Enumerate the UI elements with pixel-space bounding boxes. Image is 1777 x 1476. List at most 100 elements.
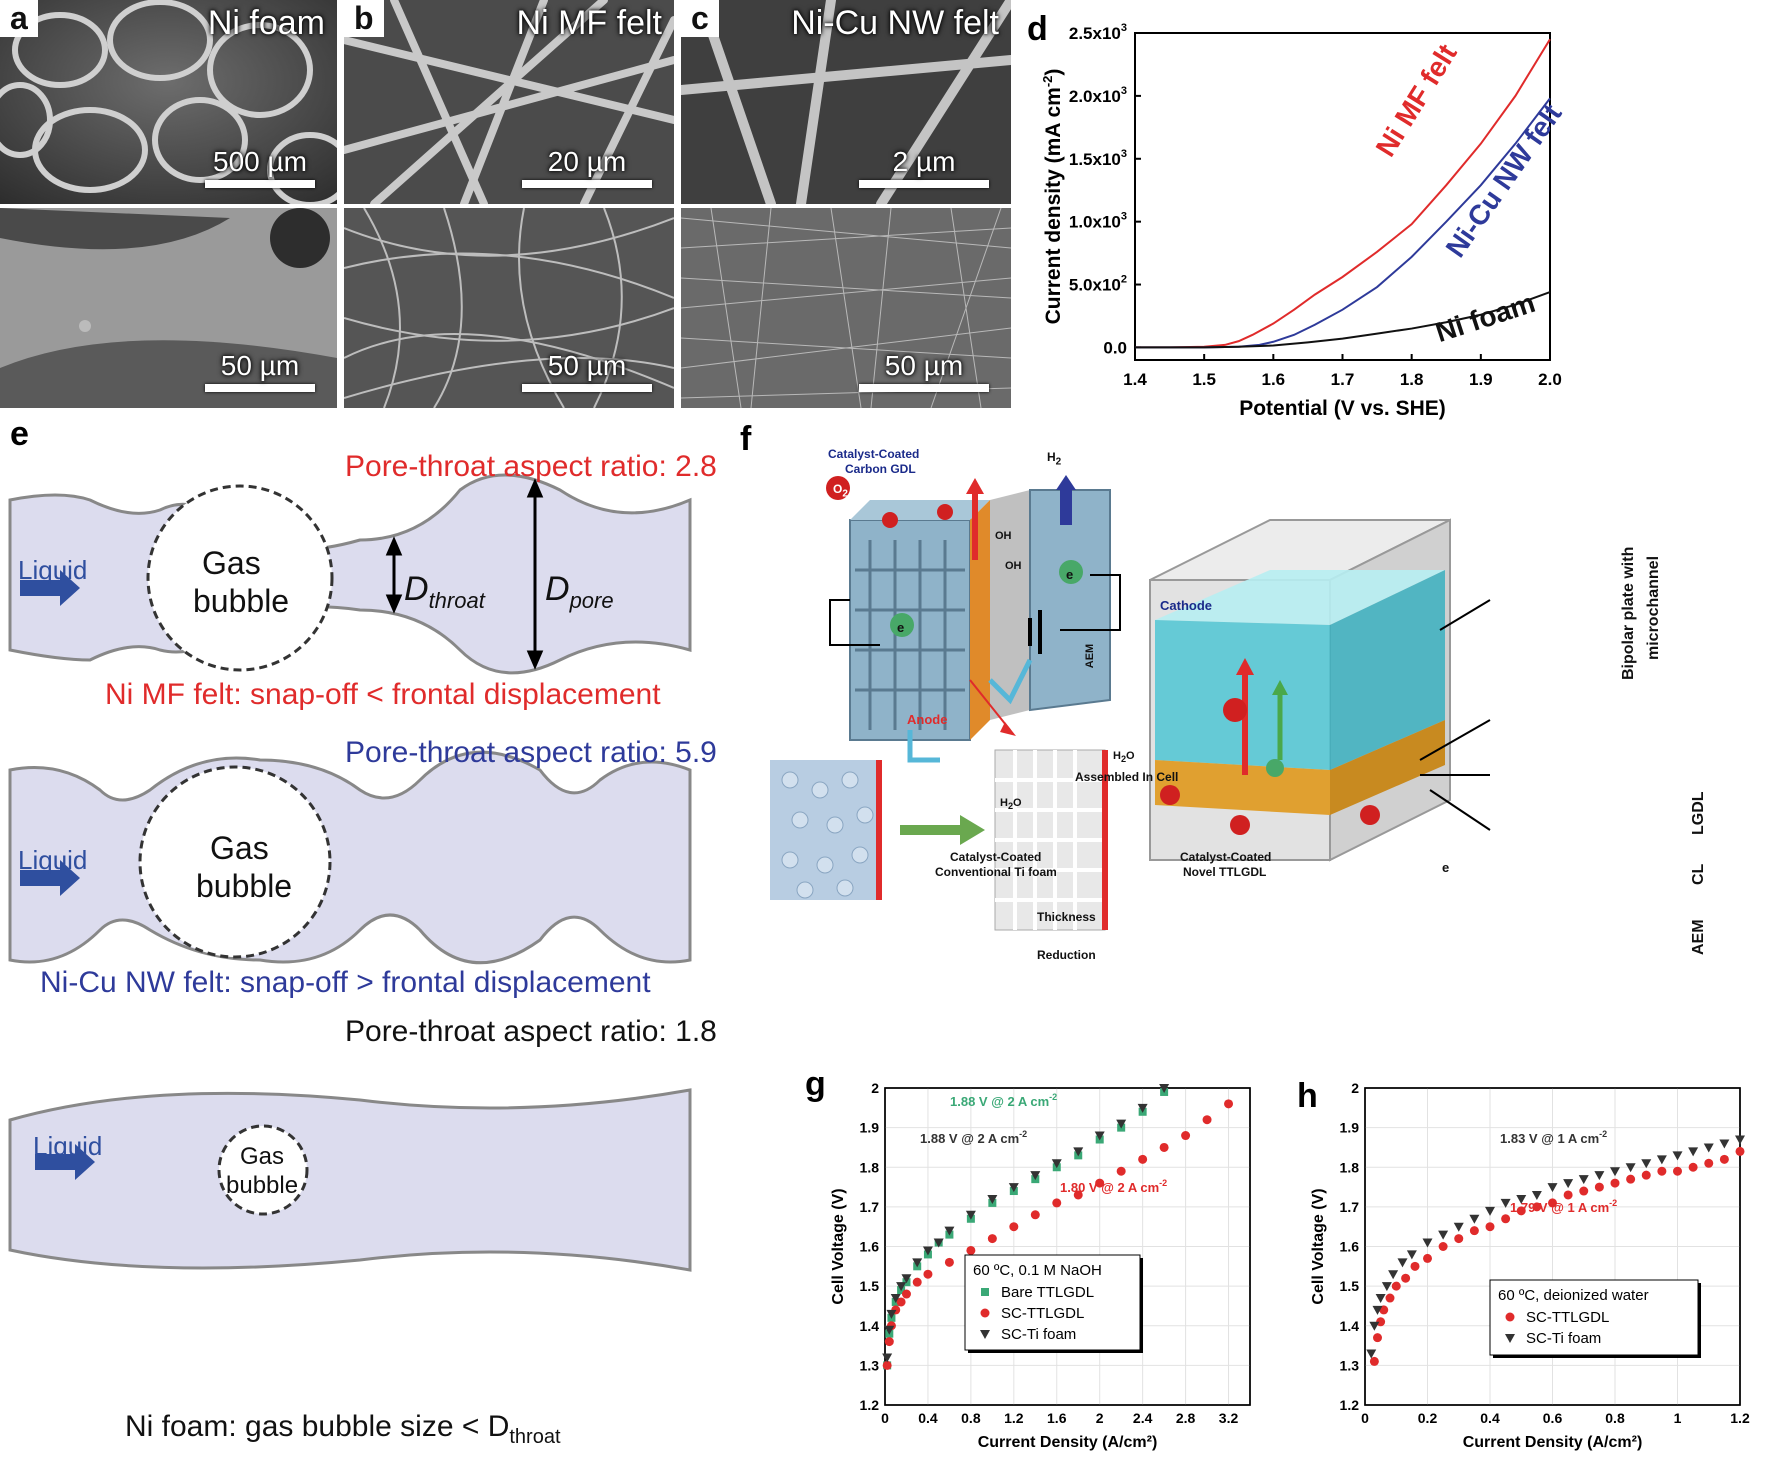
ccgdl-label-2: Carbon GDL xyxy=(845,462,916,476)
x-tick-label: 1.2 xyxy=(1004,1410,1024,1426)
lgdl-label: LGDL xyxy=(1690,791,1707,835)
marker-circle xyxy=(1138,1154,1148,1164)
novel-label-1: Catalyst-Coated xyxy=(1180,850,1272,864)
marker-triangle xyxy=(1137,1103,1148,1113)
marker-circle xyxy=(1704,1158,1714,1168)
bubble-label-row1-l2: bubble xyxy=(193,583,290,619)
y-tick-label: 1.6 xyxy=(860,1239,880,1255)
marker-triangle xyxy=(884,1325,895,1335)
y-axis-label: Cell Voltage (V) xyxy=(1310,1188,1327,1304)
marker-circle xyxy=(1563,1190,1573,1200)
marker-triangle xyxy=(1610,1167,1620,1177)
x-tick-label: 1.8 xyxy=(1400,370,1424,389)
d-throat-label: Dthroat xyxy=(404,570,485,614)
legend-title: 60 ºC, deionized water xyxy=(1498,1287,1649,1304)
plot-border xyxy=(884,1087,1251,1406)
marker-triangle xyxy=(1531,1190,1542,1200)
series-label: Ni foam xyxy=(1432,287,1539,348)
y-tick-exponent: 3 xyxy=(1121,22,1127,34)
marker-triangle xyxy=(1688,1147,1699,1157)
marker-circle xyxy=(1454,1234,1464,1244)
marker-circle xyxy=(1688,1162,1698,1172)
legend-entry: SC-Ti foam xyxy=(1526,1330,1601,1347)
legend-entry: SC-TTLGDL xyxy=(1001,1305,1084,1322)
liquid-label-row3: Liquid xyxy=(33,1131,103,1161)
x-tick-label: 1.4 xyxy=(1123,370,1147,389)
electron-label-1: e xyxy=(1066,567,1074,582)
x-axis-label: Potential (V vs. SHE) xyxy=(1239,397,1446,420)
sem-c-title: Ni-Cu NW felt xyxy=(791,4,999,42)
y-tick-label: 1.8 xyxy=(860,1159,880,1175)
marker-circle xyxy=(1159,1142,1169,1152)
caption-row3-text: Ni foam: gas bubble size < D xyxy=(125,1410,510,1443)
electron-label-2: e xyxy=(897,620,905,635)
y-tick-label: 1.0x103 xyxy=(1069,211,1127,232)
panel-label-d: d xyxy=(1027,10,1048,48)
x-tick-label: 1.6 xyxy=(1047,1410,1067,1426)
marker-triangle xyxy=(1073,1147,1084,1157)
x-tick-label: 2 xyxy=(1096,1410,1104,1426)
marker-circle xyxy=(1501,1214,1511,1224)
marker-circle xyxy=(1401,1273,1411,1283)
ratio-row2: Pore-throat aspect ratio: 5.9 xyxy=(345,736,717,769)
marker-circle xyxy=(882,1360,892,1370)
d-pore-d: D xyxy=(545,570,570,608)
marker-circle xyxy=(1224,1099,1234,1109)
o2-label: O2 xyxy=(833,482,848,499)
panel-label-a: a xyxy=(0,0,38,37)
panel-label-f: f xyxy=(740,420,752,458)
chart-g-polarization: 0 0.4 0.8 1.2 1.6 2 2.4 2.8 3.2 1.2 1.3 1.4 1.5 1.6 1.… xyxy=(830,1080,1251,1451)
marker-circle xyxy=(1469,1226,1479,1236)
marker-triangle xyxy=(1625,1163,1636,1173)
marker-triangle xyxy=(1500,1198,1511,1208)
marker-triangle xyxy=(912,1258,923,1268)
caption-row3: Ni foam: gas bubble size < Dthroat xyxy=(125,1410,561,1449)
assembled-label: Assembled In Cell xyxy=(1075,770,1179,784)
y-tick-label: 1.9 xyxy=(1340,1120,1360,1136)
marker-triangle xyxy=(933,1238,944,1248)
marker-circle xyxy=(912,1277,922,1287)
x-tick-label: 1 xyxy=(1674,1410,1682,1426)
marker-triangle xyxy=(886,1309,897,1319)
marker-circle xyxy=(1485,1222,1495,1232)
y-tick-label: 2 xyxy=(871,1080,879,1096)
marker-triangle xyxy=(1735,1135,1745,1145)
marker-triangle xyxy=(1656,1155,1667,1165)
annotation-exponent: -2 xyxy=(1159,1178,1167,1188)
y-axis-close: ) xyxy=(1042,69,1065,76)
sem-b-top: b Ni MF felt 20 µm xyxy=(344,0,674,204)
ni-foam-sem-image xyxy=(0,0,337,204)
marker-circle xyxy=(1410,1261,1420,1271)
scalebar-b-top: 20 µm xyxy=(522,146,652,188)
legend-marker-triangle xyxy=(1505,1334,1515,1343)
scalebar-a-bottom-label: 50 µm xyxy=(220,350,300,381)
marker-circle xyxy=(1073,1190,1083,1200)
marker-triangle xyxy=(965,1210,976,1220)
marker-triangle xyxy=(1366,1349,1377,1359)
d-throat-sub: throat xyxy=(428,587,485,613)
marker-circle xyxy=(1673,1166,1682,1176)
y-tick-label: 1.5 xyxy=(860,1278,880,1294)
scalebar-b-bottom-label: 50 µm xyxy=(547,350,627,381)
ni-foam-zoom-image xyxy=(0,208,337,408)
series-line-ni-mf-felt xyxy=(1135,38,1551,349)
legend-box xyxy=(964,1254,1141,1351)
panel-label-e: e xyxy=(10,415,29,453)
marker-triangle xyxy=(1030,1171,1041,1181)
annotation-label: 1.79 V @ 1 A cm-2 xyxy=(1510,1198,1617,1215)
marker-circle xyxy=(1376,1317,1386,1327)
ni-mf-felt-sem-image xyxy=(344,0,674,204)
ni-cu-nw-felt-zoom-image xyxy=(681,208,1011,408)
cl-label: CL xyxy=(1690,863,1707,885)
h2-label-main: H xyxy=(1047,450,1056,464)
y-tick-label: 1.4 xyxy=(860,1318,880,1334)
scalebar-a-top: 500 µm xyxy=(205,146,315,188)
marker-triangle xyxy=(896,1282,907,1292)
h2-label: H2 xyxy=(1047,450,1061,467)
x-tick-label: 2.0 xyxy=(1538,370,1562,389)
marker-circle xyxy=(923,1269,933,1279)
y-tick-label: 1.9 xyxy=(860,1120,880,1136)
bubble-label-row3-l2: bubble xyxy=(226,1172,299,1199)
marker-circle xyxy=(966,1245,976,1255)
conv-label-1: Catalyst-Coated xyxy=(950,850,1042,864)
